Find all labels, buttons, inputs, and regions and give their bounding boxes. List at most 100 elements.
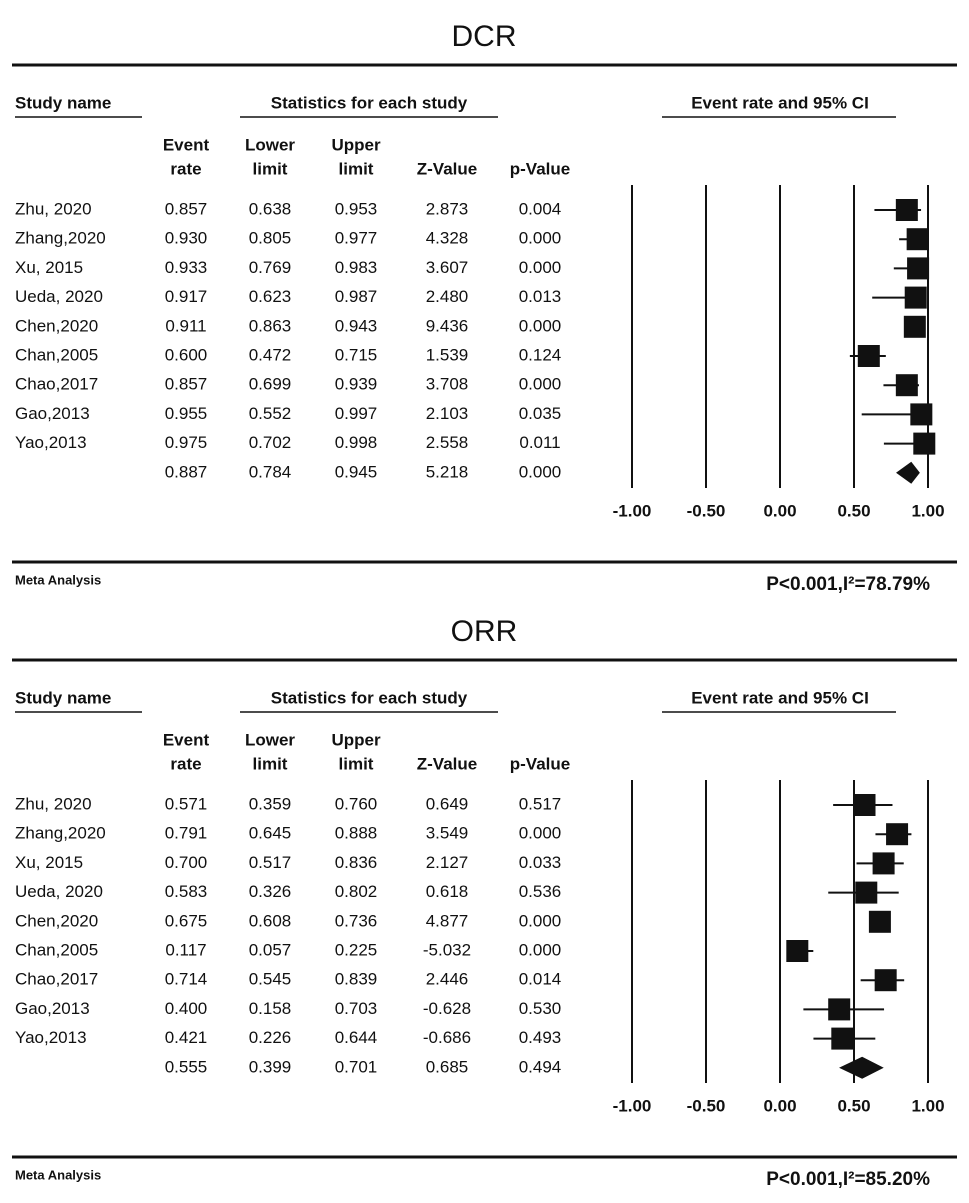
cell: 0.033 (519, 853, 562, 872)
column-header: Upper (331, 135, 381, 154)
cell: 2.103 (426, 404, 469, 423)
panel-title: DCR (452, 20, 517, 53)
cell: 0.791 (165, 824, 208, 843)
cell: 0.703 (335, 999, 378, 1018)
column-header: rate (170, 754, 201, 773)
cell: 3.708 (426, 375, 469, 394)
point-estimate (872, 852, 895, 875)
cell: 0.623 (249, 287, 292, 306)
header: Statistics for each study (271, 93, 468, 112)
column-header: limit (253, 754, 288, 773)
footer-left: Meta Analysis (15, 1167, 101, 1182)
cell: 0.987 (335, 287, 378, 306)
cell: -5.032 (423, 940, 471, 959)
point-estimate (831, 1027, 854, 1050)
cell: 1.539 (426, 345, 469, 364)
x-tick-label: 1.00 (911, 501, 944, 520)
cell: 0.013 (519, 287, 562, 306)
cell: 0.911 (165, 316, 206, 335)
point-estimate (857, 345, 880, 367)
cell: 0.955 (165, 404, 208, 423)
cell: 0.839 (335, 970, 378, 989)
cell: 0.857 (165, 375, 208, 394)
study-name: Zhang,2020 (15, 824, 106, 843)
cell: 0.117 (165, 940, 206, 959)
cell: 0.057 (249, 940, 292, 959)
cell: 0.472 (249, 345, 292, 364)
x-tick-label: -0.50 (687, 1096, 726, 1115)
cell: 2.558 (426, 433, 469, 452)
study-name: Ueda, 2020 (15, 882, 103, 901)
cell: 2.873 (426, 199, 469, 218)
cell: 0.983 (335, 258, 378, 277)
cell: 0.736 (335, 911, 378, 930)
cell: 0.583 (165, 882, 208, 901)
point-estimate (903, 315, 926, 338)
x-tick-label: 0.50 (837, 501, 870, 520)
x-tick-label: 0.50 (837, 1096, 870, 1115)
point-estimate (904, 286, 927, 309)
cell: 0.939 (335, 375, 378, 394)
column-header: Z-Value (417, 754, 477, 773)
cell: 2.127 (426, 853, 469, 872)
column-header: limit (253, 159, 288, 178)
cell: 0.536 (519, 882, 562, 901)
column-header: p-Value (510, 754, 570, 773)
x-tick-label: 0.00 (763, 501, 796, 520)
cell: 0.000 (519, 375, 562, 394)
study-name: Chao,2017 (15, 375, 98, 394)
cell: 0.857 (165, 199, 208, 218)
cell: 0.644 (335, 1028, 378, 1047)
header: Event rate and 95% CI (691, 688, 869, 707)
header: Statistics for each study (271, 688, 468, 707)
cell: 0.359 (249, 794, 292, 813)
pooled-diamond (839, 1056, 884, 1079)
cell: 0.699 (249, 375, 292, 394)
point-estimate (913, 432, 936, 455)
study-name: Zhang,2020 (15, 229, 106, 248)
cell: 0.685 (426, 1057, 469, 1076)
study-name: Yao,2013 (15, 433, 87, 452)
cell: 9.436 (426, 316, 469, 335)
cell: 0.975 (165, 433, 208, 452)
cell: 0.953 (335, 199, 378, 218)
header: Event rate and 95% CI (691, 93, 869, 112)
cell: 0.571 (165, 794, 208, 813)
column-header: limit (339, 754, 374, 773)
cell: 0.000 (519, 229, 562, 248)
study-name: Xu, 2015 (15, 853, 83, 872)
x-tick-label: -1.00 (613, 501, 652, 520)
study-name: Chao,2017 (15, 970, 98, 989)
cell: 0.638 (249, 199, 292, 218)
study-name: Chen,2020 (15, 316, 98, 335)
cell: 0.326 (249, 882, 292, 901)
cell: 0.225 (335, 940, 378, 959)
header: Study name (15, 93, 111, 112)
study-name: Zhu, 2020 (15, 199, 92, 218)
cell: 0.000 (519, 462, 562, 481)
column-header: Z-Value (417, 159, 477, 178)
cell: 0.917 (165, 287, 208, 306)
cell: 0.000 (519, 940, 562, 959)
cell: 0.014 (519, 970, 562, 989)
cell: 0.997 (335, 404, 378, 423)
cell: 0.517 (249, 853, 292, 872)
cell: 0.977 (335, 229, 378, 248)
cell: 0.805 (249, 229, 292, 248)
x-tick-label: -0.50 (687, 501, 726, 520)
cell: 5.218 (426, 462, 469, 481)
column-header: Lower (245, 135, 295, 154)
footer-right: P<0.001,I²=85.20% (766, 1169, 930, 1190)
cell: 0.494 (519, 1057, 562, 1076)
cell: 0.675 (165, 911, 208, 930)
study-name: Gao,2013 (15, 404, 90, 423)
cell: 0.888 (335, 824, 378, 843)
point-estimate (786, 940, 809, 962)
pooled-diamond (896, 461, 920, 484)
cell: 0.608 (249, 911, 292, 930)
cell: 0.836 (335, 853, 378, 872)
point-estimate (828, 998, 851, 1021)
cell: 0.004 (519, 199, 562, 218)
study-name: Yao,2013 (15, 1028, 87, 1047)
cell: 0.645 (249, 824, 292, 843)
